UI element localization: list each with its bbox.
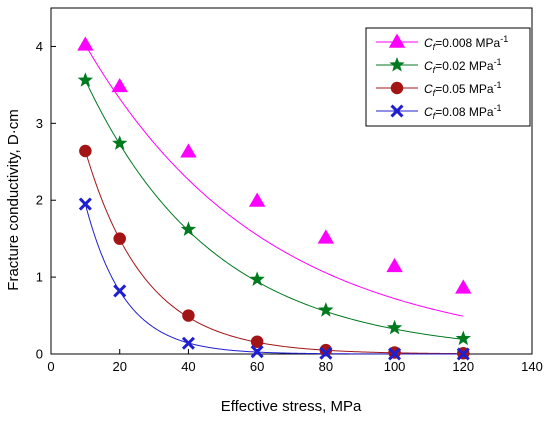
data-point <box>386 319 403 335</box>
data-point <box>180 143 197 158</box>
y-tick-label: 2 <box>36 193 43 208</box>
legend-label: Cf=0.02 MPa-1 <box>424 57 502 75</box>
data-point <box>181 336 195 350</box>
legend-marker <box>388 33 406 48</box>
data-point <box>111 77 128 93</box>
y-tick-label: 1 <box>36 270 43 285</box>
x-tick-label: 100 <box>384 359 406 374</box>
data-point <box>79 144 92 158</box>
x-tick-label: 0 <box>47 359 54 374</box>
legend-label: Cf=0.05 MPa-1 <box>424 80 502 98</box>
data-point <box>113 232 126 245</box>
axes-layer: 0 20 40 60 80 100 120 140 0 1 2 3 4 <box>36 7 543 374</box>
legend: Cf=0.008 MPa-1 Cf=0.02 MPa-1 Cf=0.05 MPa-1… <box>365 27 531 127</box>
data-point <box>318 302 334 317</box>
data-point <box>77 72 94 87</box>
data-point <box>249 271 265 286</box>
x-tick-label: 120 <box>452 359 474 374</box>
data-point <box>455 330 471 346</box>
data-point <box>180 221 197 236</box>
legend-marker <box>389 56 405 72</box>
data-point <box>78 197 92 211</box>
plot-frame <box>50 7 533 355</box>
data-point <box>182 309 195 322</box>
x-axis-label: Effective stress, MPa <box>221 398 362 415</box>
data-point <box>112 135 128 150</box>
legend-label: Cf=0.08 MPa-1 <box>424 103 502 121</box>
data-point <box>113 284 127 298</box>
fit-curve <box>84 80 464 340</box>
fit-curve <box>84 44 464 317</box>
x-tick-label: 40 <box>181 359 195 374</box>
fit-curve <box>84 150 464 355</box>
data-point <box>250 345 264 359</box>
legend-marker <box>390 104 404 118</box>
x-tick-label: 20 <box>112 359 126 374</box>
y-tick-label: 3 <box>36 116 43 131</box>
y-tick-label: 4 <box>36 39 43 54</box>
data-point <box>455 279 472 294</box>
data-point <box>319 346 333 360</box>
data-point <box>388 347 402 361</box>
x-tick-label: 60 <box>250 359 264 374</box>
data-point <box>250 335 264 348</box>
legend-label: Cf=0.008 MPa-1 <box>424 34 508 52</box>
y-axis-label: Fracture conductivity, D·cm <box>5 109 22 290</box>
legend-marker <box>390 81 404 95</box>
y-tick-label: 0 <box>36 347 43 362</box>
data-point <box>319 343 333 357</box>
data-point <box>248 192 266 207</box>
data-point <box>456 347 470 361</box>
markers-layer <box>77 36 472 361</box>
data-point <box>77 36 94 51</box>
data-point <box>317 229 335 244</box>
x-tick-label: 80 <box>319 359 333 374</box>
x-tick-label: 140 <box>521 359 543 374</box>
data-point <box>386 257 403 273</box>
